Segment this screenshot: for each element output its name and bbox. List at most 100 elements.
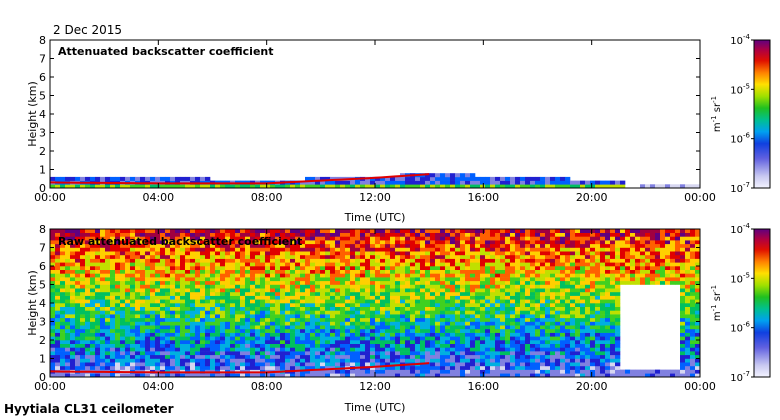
heatmap-cell: [55, 280, 61, 285]
heatmap-cell: [115, 262, 121, 267]
heatmap-cell: [455, 266, 461, 270]
heatmap-cell: [230, 254, 236, 259]
heatmap-cell: [165, 351, 171, 356]
heatmap-cell: [250, 340, 256, 344]
heatmap-cell: [570, 336, 576, 341]
heatmap-cell: [430, 240, 436, 245]
heatmap-cell: [510, 336, 516, 341]
heatmap-cell: [80, 240, 86, 245]
heatmap-cell: [360, 299, 366, 304]
heatmap-cell: [455, 310, 461, 315]
heatmap-cell: [550, 328, 556, 333]
heatmap-cell: [285, 336, 291, 341]
heatmap-cell: [75, 336, 81, 341]
heatmap-cell: [370, 243, 376, 248]
heatmap-cell: [575, 299, 581, 304]
heatmap-cell: [355, 266, 361, 270]
heatmap-cell: [490, 180, 496, 185]
heatmap-cell: [150, 328, 156, 333]
heatmap-cell: [430, 229, 436, 233]
heatmap-cell: [430, 173, 436, 178]
heatmap-cell: [445, 340, 451, 344]
heatmap-cell: [130, 284, 136, 289]
heatmap-cell: [160, 269, 166, 274]
heatmap-cell: [475, 273, 481, 278]
heatmap-cell: [185, 254, 191, 259]
heatmap-cell: [575, 232, 581, 237]
heatmap-cell: [460, 317, 466, 322]
heatmap-cell: [250, 373, 256, 378]
heatmap-cell: [135, 266, 141, 270]
heatmap-cell: [305, 288, 311, 293]
heatmap-cell: [150, 291, 156, 296]
heatmap-cell: [510, 251, 516, 256]
heatmap-cell: [100, 258, 106, 263]
heatmap-cell: [215, 254, 221, 259]
heatmap-cell: [170, 340, 176, 344]
heatmap-cell: [415, 254, 421, 259]
heatmap-cell: [340, 180, 346, 185]
heatmap-cell: [350, 280, 356, 285]
heatmap-cell: [215, 262, 221, 267]
heatmap-cell: [295, 365, 301, 370]
heatmap-cell: [305, 336, 311, 341]
heatmap-cell: [330, 314, 336, 319]
heatmap-cell: [550, 284, 556, 289]
heatmap-cell: [125, 358, 131, 363]
panel-raw-backscatter: Raw attenuated backscatter coefficient 0…: [26, 222, 771, 414]
heatmap-cell: [465, 273, 471, 278]
heatmap-cell: [375, 310, 381, 315]
heatmap-cell: [470, 299, 476, 304]
heatmap-cell: [290, 358, 296, 363]
heatmap-cell: [125, 236, 131, 241]
heatmap-cell: [110, 236, 116, 241]
heatmap-cell: [600, 184, 606, 189]
heatmap-cell: [145, 325, 151, 330]
heatmap-cell: [545, 262, 551, 267]
heatmap-cell: [320, 369, 326, 374]
heatmap-cell: [605, 254, 611, 259]
heatmap-cell: [550, 247, 556, 252]
heatmap-cell: [440, 299, 446, 304]
heatmap-cell: [170, 229, 176, 233]
heatmap-cell: [280, 277, 286, 282]
heatmap-cell: [65, 354, 71, 359]
heatmap-cell: [275, 310, 281, 315]
heatmap-cell: [155, 365, 161, 370]
heatmap-cell: [115, 328, 121, 333]
heatmap-cell: [480, 176, 486, 181]
heatmap-cell: [425, 365, 431, 370]
heatmap-cell: [55, 328, 61, 333]
heatmap-cell: [465, 306, 471, 311]
heatmap-cell: [320, 262, 326, 267]
heatmap-cell: [310, 343, 316, 348]
heatmap-cell: [180, 269, 186, 274]
heatmap-cell: [270, 373, 276, 378]
heatmap-cell: [345, 232, 351, 237]
heatmap-cell: [200, 280, 206, 285]
heatmap-cell: [395, 180, 401, 185]
heatmap-cell: [260, 303, 266, 307]
heatmap-cell: [430, 369, 436, 374]
heatmap-cell: [270, 347, 276, 352]
heatmap-cell: [615, 358, 621, 363]
heatmap-cell: [555, 180, 561, 185]
heatmap-cell: [620, 369, 626, 374]
heatmap-cell: [140, 266, 146, 270]
heatmap-cell: [205, 299, 211, 304]
heatmap-cell: [135, 184, 141, 189]
heatmap-cell: [585, 362, 591, 367]
heatmap-cell: [200, 254, 206, 259]
heatmap-cell: [270, 236, 276, 241]
heatmap-cell: [190, 184, 196, 189]
heatmap-cell: [565, 251, 571, 256]
heatmap-cell: [400, 306, 406, 311]
heatmap-cell: [205, 362, 211, 367]
heatmap-cell: [455, 354, 461, 359]
heatmap-cell: [485, 295, 491, 300]
heatmap-cell: [560, 351, 566, 356]
heatmap-cell: [445, 358, 451, 363]
heatmap-cell: [480, 343, 486, 348]
heatmap-cell: [280, 284, 286, 289]
heatmap-cell: [515, 314, 521, 319]
